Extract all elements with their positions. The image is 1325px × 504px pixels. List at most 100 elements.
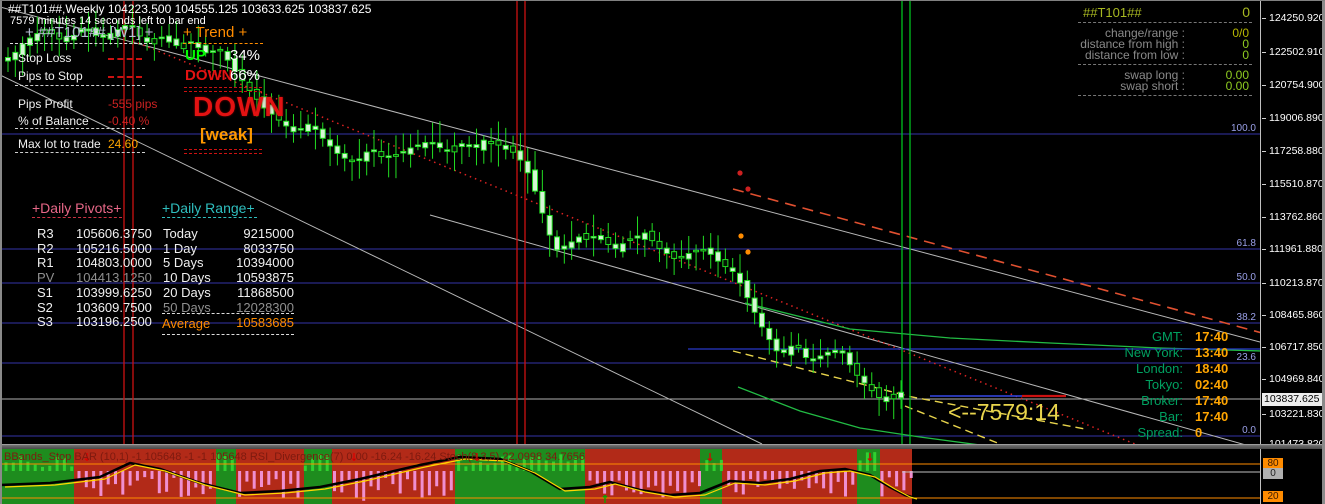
axis-tick [1262,414,1266,415]
axis-tick [1262,85,1266,86]
info-row-label: distance from high : [1080,37,1185,51]
pivots-title: +Daily Pivots+ [32,200,122,216]
indicator-axis[interactable]: 80 0 20 [1260,449,1325,504]
symbol-timeframe-nav[interactable]: + ##T101## [W1] + [25,24,154,41]
trend-down-value: 66% [230,67,261,84]
indicator-level-badge: 0 [1263,468,1283,479]
risk-row-value: 24.60 [108,137,139,151]
range-label: 1 Day [163,240,197,256]
pivot-label: R1 [37,255,54,271]
pivot-label: S2 [37,299,53,315]
bar-countdown: 7579 minutes 14 seconds left to bar end [10,15,206,27]
axis-price-label: 106717.850 [1269,341,1325,353]
price-axis[interactable]: 124250.920 122502.910 120754.900 119006.890… [1260,1,1325,450]
clock-value: 13:40 [1195,345,1229,360]
clock-value: 17:40 [1195,329,1229,344]
axis-tick [1262,249,1266,250]
clock-label: Bar: [1159,409,1183,424]
fibonacci-levels: 100.0 61.8 50.0 38.2 23.6 0.0 [0,123,1260,437]
separator [32,217,122,218]
risk-row-dash [108,76,142,78]
svg-text:0.0: 0.0 [1242,425,1256,436]
risk-row-value: -555 pips [108,97,158,111]
range-value: 10593875 [236,270,294,286]
pivot-label: R3 [37,226,54,241]
axis-price-label: 108465.860 [1269,309,1325,321]
red-dotted-trendline [132,40,1136,444]
trend-strength: [weak] [200,125,253,144]
indicator-level-badge: 80 [1263,458,1283,469]
info-title-value: 0 [1242,4,1250,20]
clock-label: GMT: [1151,329,1183,344]
info-row-value: 0.00 [1225,68,1249,82]
yellow-dashed-line [732,350,1086,430]
range-average-row: Average 10583685 [162,313,294,335]
axis-tick [1262,217,1266,218]
bar-countdown-marker: <--7579:14 [948,399,1060,425]
range-average-label: Average [162,316,211,331]
info-row-value: 0 [1242,37,1249,51]
trend-up-value: 34% [230,47,261,64]
price-chart[interactable]: 100.0 61.8 50.0 38.2 23.6 0.0 [0,1,1260,444]
info-row-label: swap long : [1124,68,1185,82]
sell-arrow-icon: ↓ [472,451,481,464]
indicator-header: BBands_Stop BAR (10,1) -1 105648 -1 -1 1… [4,451,585,463]
axis-tick [1262,315,1266,316]
axis-price-label: 110213.870 [1269,277,1324,289]
pivot-label: S3 [37,314,53,330]
indicator-subwindow[interactable]: ↓ ↓ ↓ ↓ ↓ ↑ [0,449,1260,504]
range-value: 8033750 [243,240,294,256]
stoch-signal-line [4,458,918,500]
clock-label: London: [1136,361,1183,376]
info-row-value: 0 [1242,48,1249,62]
separator [184,87,262,92]
axis-price-label: 124250.920 [1269,12,1325,24]
axis-tick [1262,347,1266,348]
separator [1078,22,1252,23]
pivot-value: 104803.0000 [76,255,152,271]
trend-up-label: UP [185,47,206,64]
clock-label: Broker: [1141,393,1183,408]
trend-nav[interactable]: + Trend + [183,24,248,41]
separator [15,85,145,86]
pivot-value: 104413.1250 [76,270,152,286]
sell-arrow-icon: ↓ [705,451,714,464]
axis-price-label: 104969.840 [1269,373,1325,385]
svg-text:23.6: 23.6 [1237,352,1257,363]
axis-price-label: 113762.860 [1269,211,1324,223]
info-row-label: change/range : [1104,26,1185,40]
separator [162,217,257,218]
separator [1078,64,1252,65]
range-value: 12028300 [236,299,294,315]
candlesticks[interactable] [5,4,905,420]
trend-signal: DOWN [193,91,286,122]
window-splitter[interactable] [0,444,1325,449]
axis-price-label: 103221.830 [1269,408,1325,420]
separator [15,152,145,153]
signal-dots [737,170,751,255]
axis-price-label: 122502.910 [1269,46,1325,58]
separator [183,43,263,44]
info-row-value: 0.00 [1225,79,1249,93]
clock-label: New York: [1124,345,1183,360]
range-value: 11868500 [237,284,294,300]
range-average-value: 10583685 [236,315,294,330]
chart-title: ##T101##,Weekly 104223.500 104555.125 10… [8,2,372,16]
risk-row-label: Pips Profit [18,97,73,111]
clock-label: Tokyo: [1145,377,1183,392]
separator [15,128,145,129]
risk-row-label: Max lot to trade [18,137,101,151]
range-value: 9215000 [243,226,294,241]
info-row-label: distance from low : [1084,48,1185,62]
pivot-value: 103609.7500 [76,299,152,315]
range-title: +Daily Range+ [162,200,255,216]
clock-value: 17:40 [1195,393,1229,408]
separator [1078,95,1252,96]
buy-arrow-icon: ↑ [600,493,609,504]
clock-label: Spread: [1137,425,1183,440]
range-label: 50 Days [163,299,211,315]
indicator-empty-area [912,449,1260,504]
axis-tick [1262,379,1266,380]
risk-row-value: -0.40 % [108,114,150,128]
